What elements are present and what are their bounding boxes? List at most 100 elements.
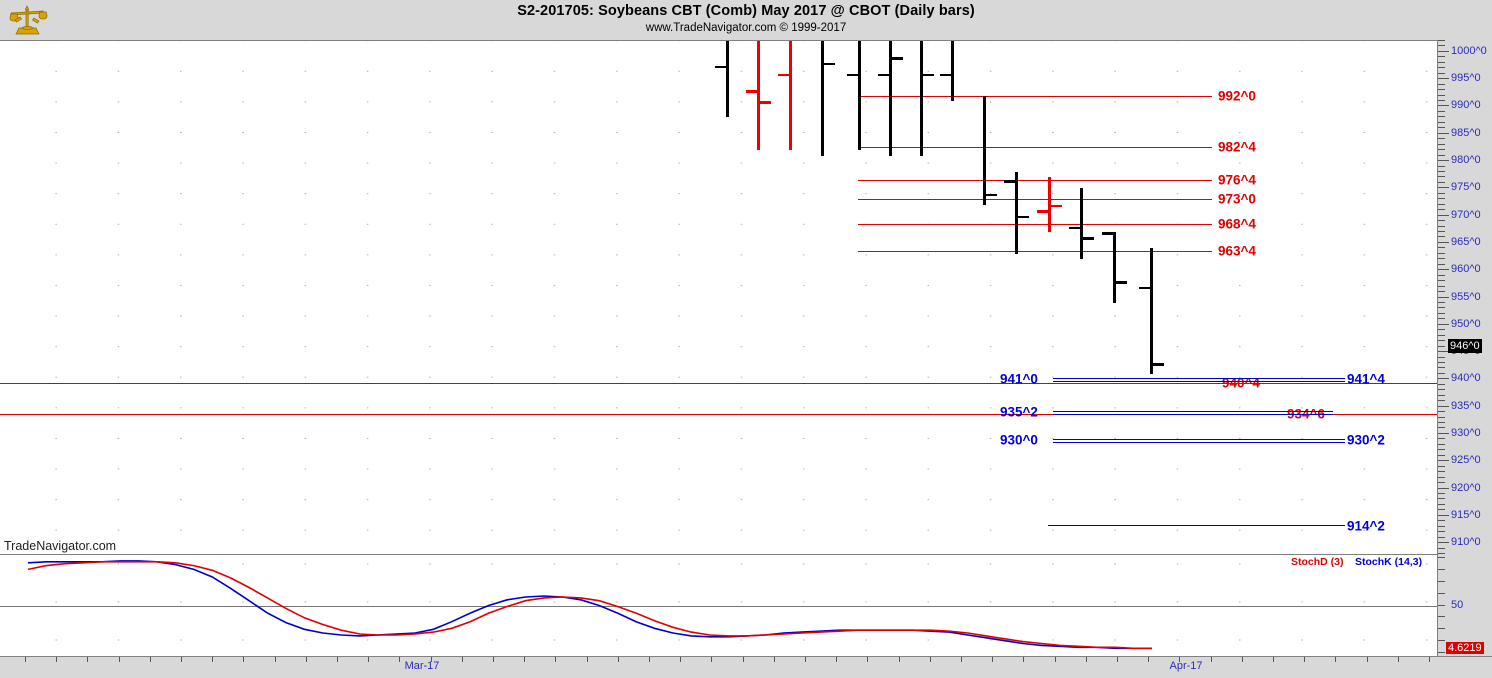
date-axis[interactable]: Mar-17 Apr-17 [0, 656, 1492, 678]
resistance-line[interactable] [858, 147, 1212, 149]
date-tick [118, 657, 120, 662]
support-line-red[interactable] [0, 383, 1437, 384]
axis-tick-major [1438, 160, 1449, 162]
axis-tick [1438, 127, 1445, 129]
stochastic-indicator-panel[interactable] [0, 554, 1438, 656]
chart-header: S2-201705: Soybeans CBT (Comb) May 2017 … [0, 0, 1492, 40]
resistance-line[interactable] [858, 180, 1212, 182]
bar-close-tick [759, 101, 771, 104]
price-axis-label: 955^0 [1451, 290, 1481, 303]
axis-tick [1438, 438, 1445, 440]
axis-tick [1438, 400, 1445, 402]
support-line-blue[interactable] [1053, 378, 1345, 379]
date-tick [524, 657, 526, 662]
date-tick [929, 657, 931, 662]
support-line-blue[interactable] [1053, 414, 1333, 415]
axis-tick [1438, 307, 1445, 309]
legend-stoch-d: StochD (3) [1291, 556, 1344, 568]
axis-tick [1438, 367, 1445, 369]
support-line-red[interactable] [0, 414, 1437, 415]
date-tick [617, 657, 619, 662]
resistance-line[interactable] [858, 199, 1212, 201]
axis-tick [1438, 83, 1445, 85]
axis-tick [1438, 181, 1445, 183]
axis-tick [1438, 443, 1445, 445]
axis-tick-major [1438, 323, 1449, 325]
axis-tick [1438, 56, 1445, 58]
axis-tick [1438, 203, 1445, 205]
date-tick [87, 657, 89, 662]
bar-range [983, 95, 986, 205]
axis-tick [1438, 143, 1445, 145]
price-axis-label: 930^0 [1451, 426, 1481, 439]
date-tick [805, 657, 806, 662]
axis-tick [1438, 372, 1445, 374]
axis-tick-major [1438, 487, 1449, 489]
date-tick [1210, 657, 1212, 662]
date-axis-label: Mar-17 [404, 660, 440, 672]
support-line-blue[interactable] [1053, 381, 1345, 382]
bar-range [1080, 188, 1083, 260]
bar-range [1113, 232, 1116, 303]
resistance-line[interactable] [858, 95, 1212, 97]
date-tick [1085, 657, 1087, 662]
price-axis-label: 920^0 [1451, 481, 1481, 494]
support-label-right: 930^2 [1347, 432, 1385, 448]
indicator-axis-tick [1438, 616, 1445, 618]
date-tick [368, 657, 370, 662]
axis-tick [1438, 192, 1445, 194]
date-tick [1148, 657, 1150, 662]
price-axis[interactable]: 1000^0 995^0 990^0 985^0 980^0 975^0 970^0 965^… [1437, 40, 1492, 554]
axis-tick [1438, 72, 1445, 74]
price-axis-label: 975^0 [1451, 181, 1481, 194]
support-line-blue[interactable] [1053, 411, 1333, 412]
date-tick [337, 657, 338, 662]
support-line-blue[interactable] [1053, 442, 1345, 443]
axis-tick-major [1438, 214, 1449, 216]
indicator-axis[interactable]: 50 4.6219 [1437, 554, 1492, 655]
axis-tick [1438, 503, 1445, 505]
axis-tick [1438, 416, 1445, 418]
date-tick [1241, 657, 1243, 662]
chart-subtitle: www.TradeNavigator.com © 1999-2017 [645, 22, 847, 34]
price-chart-panel[interactable]: 992^0 982^4 976^4 973^0 968^4 963^4 940^4 934^6… [0, 40, 1438, 554]
axis-tick [1438, 258, 1445, 260]
axis-tick-major [1438, 432, 1449, 434]
axis-tick [1438, 149, 1445, 151]
axis-tick [1438, 198, 1445, 200]
support-label-left: 930^0 [1000, 432, 1038, 448]
axis-tick [1438, 340, 1445, 342]
axis-tick [1438, 318, 1445, 320]
axis-tick [1438, 312, 1445, 314]
axis-tick [1438, 220, 1445, 222]
axis-tick [1438, 209, 1445, 211]
date-tick [1023, 657, 1025, 662]
axis-tick [1438, 536, 1445, 538]
axis-tick [1438, 482, 1445, 484]
bar-open-tick [1069, 226, 1080, 230]
axis-tick [1438, 176, 1445, 178]
axis-tick [1438, 154, 1445, 156]
resistance-line[interactable] [858, 251, 1212, 253]
bar-range [821, 41, 824, 156]
date-tick [305, 657, 307, 662]
bar-close-tick [891, 57, 903, 60]
axis-tick [1438, 121, 1445, 123]
support-line-blue[interactable] [1053, 439, 1345, 440]
bar-open-tick [847, 73, 858, 77]
date-tick [773, 657, 775, 662]
resistance-label: 963^4 [1218, 243, 1256, 259]
axis-tick [1438, 116, 1445, 118]
indicator-axis-tick [1438, 592, 1445, 594]
support-line-blue[interactable] [1048, 525, 1345, 526]
bar-open-tick [940, 73, 951, 77]
bar-close-tick [985, 193, 997, 197]
date-tick [1179, 657, 1181, 662]
price-axis-label: 925^0 [1451, 454, 1481, 467]
axis-tick [1438, 94, 1445, 96]
axis-tick [1438, 394, 1445, 396]
axis-tick [1438, 236, 1445, 238]
axis-tick-major [1438, 187, 1449, 189]
resistance-line[interactable] [858, 223, 1212, 225]
axis-tick-major [1438, 296, 1449, 298]
